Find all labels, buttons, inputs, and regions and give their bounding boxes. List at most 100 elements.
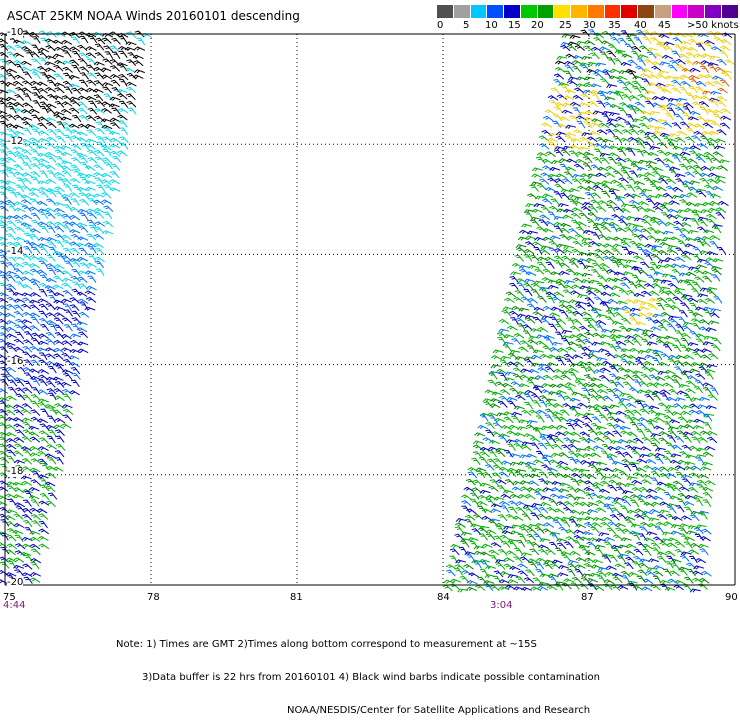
wind-barb: [518, 264, 530, 270]
wind-barb: [674, 290, 685, 297]
wind-barb: [668, 200, 680, 205]
wind-barb: [69, 297, 80, 304]
wind-barb: [646, 382, 658, 389]
wind-barb: [649, 145, 661, 151]
wind-barb: [88, 100, 98, 109]
wind-barb: [568, 450, 578, 458]
wind-barb: [575, 301, 586, 306]
wind-barb: [582, 156, 593, 164]
wind-barb: [455, 518, 467, 523]
wind-barb: [76, 327, 88, 333]
wind-barb: [6, 123, 18, 130]
wind-barb: [46, 225, 56, 234]
wind-barb: [525, 424, 537, 431]
wind-barb: [538, 478, 548, 486]
wind-barb: [664, 409, 675, 417]
wind-barb: [536, 152, 548, 157]
wind-barb: [539, 178, 550, 185]
wind-barb: [652, 313, 664, 318]
wind-barb: [667, 107, 676, 116]
wind-barb: [561, 554, 571, 562]
wind-barb: [509, 275, 519, 284]
wind-barb: [711, 337, 722, 345]
wind-barb: [559, 299, 571, 304]
wind-barb: [583, 412, 595, 417]
wind-barb: [619, 425, 631, 430]
wind-barb: [519, 229, 531, 235]
wind-barb: [466, 508, 477, 515]
wind-barb: [720, 39, 732, 45]
wind-barb: [636, 205, 648, 212]
wind-barb: [482, 437, 494, 443]
wind-barb: [588, 429, 598, 436]
wind-barb: [633, 555, 644, 563]
wind-barb: [78, 247, 88, 255]
wind-barb: [592, 156, 603, 164]
wind-barb: [22, 421, 32, 430]
wind-barb: [47, 429, 57, 438]
wind-barb: [589, 130, 601, 136]
wind-barb: [677, 316, 687, 324]
wind-barb: [617, 37, 628, 45]
wind-barb: [614, 271, 625, 276]
wind-barb: [602, 555, 612, 563]
wind-barb: [560, 222, 572, 228]
wind-barb: [688, 486, 699, 494]
wind-barb: [517, 426, 528, 431]
wind-barb: [640, 290, 652, 297]
wind-barb: [28, 124, 40, 130]
wind-barb: [85, 173, 97, 178]
wind-barb: [14, 502, 26, 508]
wind-barb: [581, 272, 593, 278]
wind-barb: [54, 190, 64, 198]
wind-barb: [60, 423, 72, 429]
wind-barb: [109, 187, 121, 193]
wind-barb: [40, 225, 49, 234]
wind-barb: [31, 92, 41, 100]
wind-barb: [21, 417, 33, 422]
wind-barb: [663, 421, 672, 429]
lat-label: -16: [7, 356, 24, 367]
wind-barb: [620, 537, 632, 542]
wind-barb: [602, 395, 614, 402]
wind-barb: [544, 109, 556, 115]
wind-barb: [54, 221, 65, 228]
wind-barb: [692, 494, 704, 499]
wind-barb: [569, 509, 581, 515]
wind-barb: [681, 405, 693, 410]
wind-barb: [647, 523, 659, 528]
wind-barb: [54, 332, 65, 340]
lon-label: 75: [3, 592, 16, 603]
wind-barb: [597, 383, 609, 389]
wind-barb: [716, 100, 727, 108]
wind-barb: [77, 341, 89, 346]
wind-barb: [539, 538, 551, 543]
wind-barb: [682, 321, 694, 326]
wind-barb: [688, 186, 699, 193]
wind-barb: [542, 228, 554, 233]
wind-barb: [592, 445, 604, 450]
wind-barb: [612, 460, 624, 465]
wind-barb: [669, 570, 680, 577]
wind-barb: [508, 500, 519, 507]
wind-barb: [628, 128, 639, 136]
wind-barb: [704, 261, 715, 269]
wind-barb: [655, 447, 666, 452]
wind-barb: [693, 565, 705, 570]
wind-barb: [613, 135, 623, 144]
wind-barb: [564, 541, 574, 549]
wind-barb: [525, 465, 536, 473]
wind-barb: [658, 431, 670, 437]
wind-barb: [6, 128, 17, 136]
wind-barb: [0, 305, 10, 311]
wind-barb: [520, 296, 531, 304]
wind-barb: [587, 173, 599, 178]
wind-barb: [44, 481, 56, 487]
wind-barb: [513, 373, 523, 381]
wind-barb: [12, 124, 24, 129]
wind-barb: [568, 198, 578, 206]
wind-barb: [94, 52, 105, 59]
wind-barb: [695, 558, 707, 564]
wind-barb: [13, 164, 24, 171]
wind-barb: [519, 556, 531, 563]
